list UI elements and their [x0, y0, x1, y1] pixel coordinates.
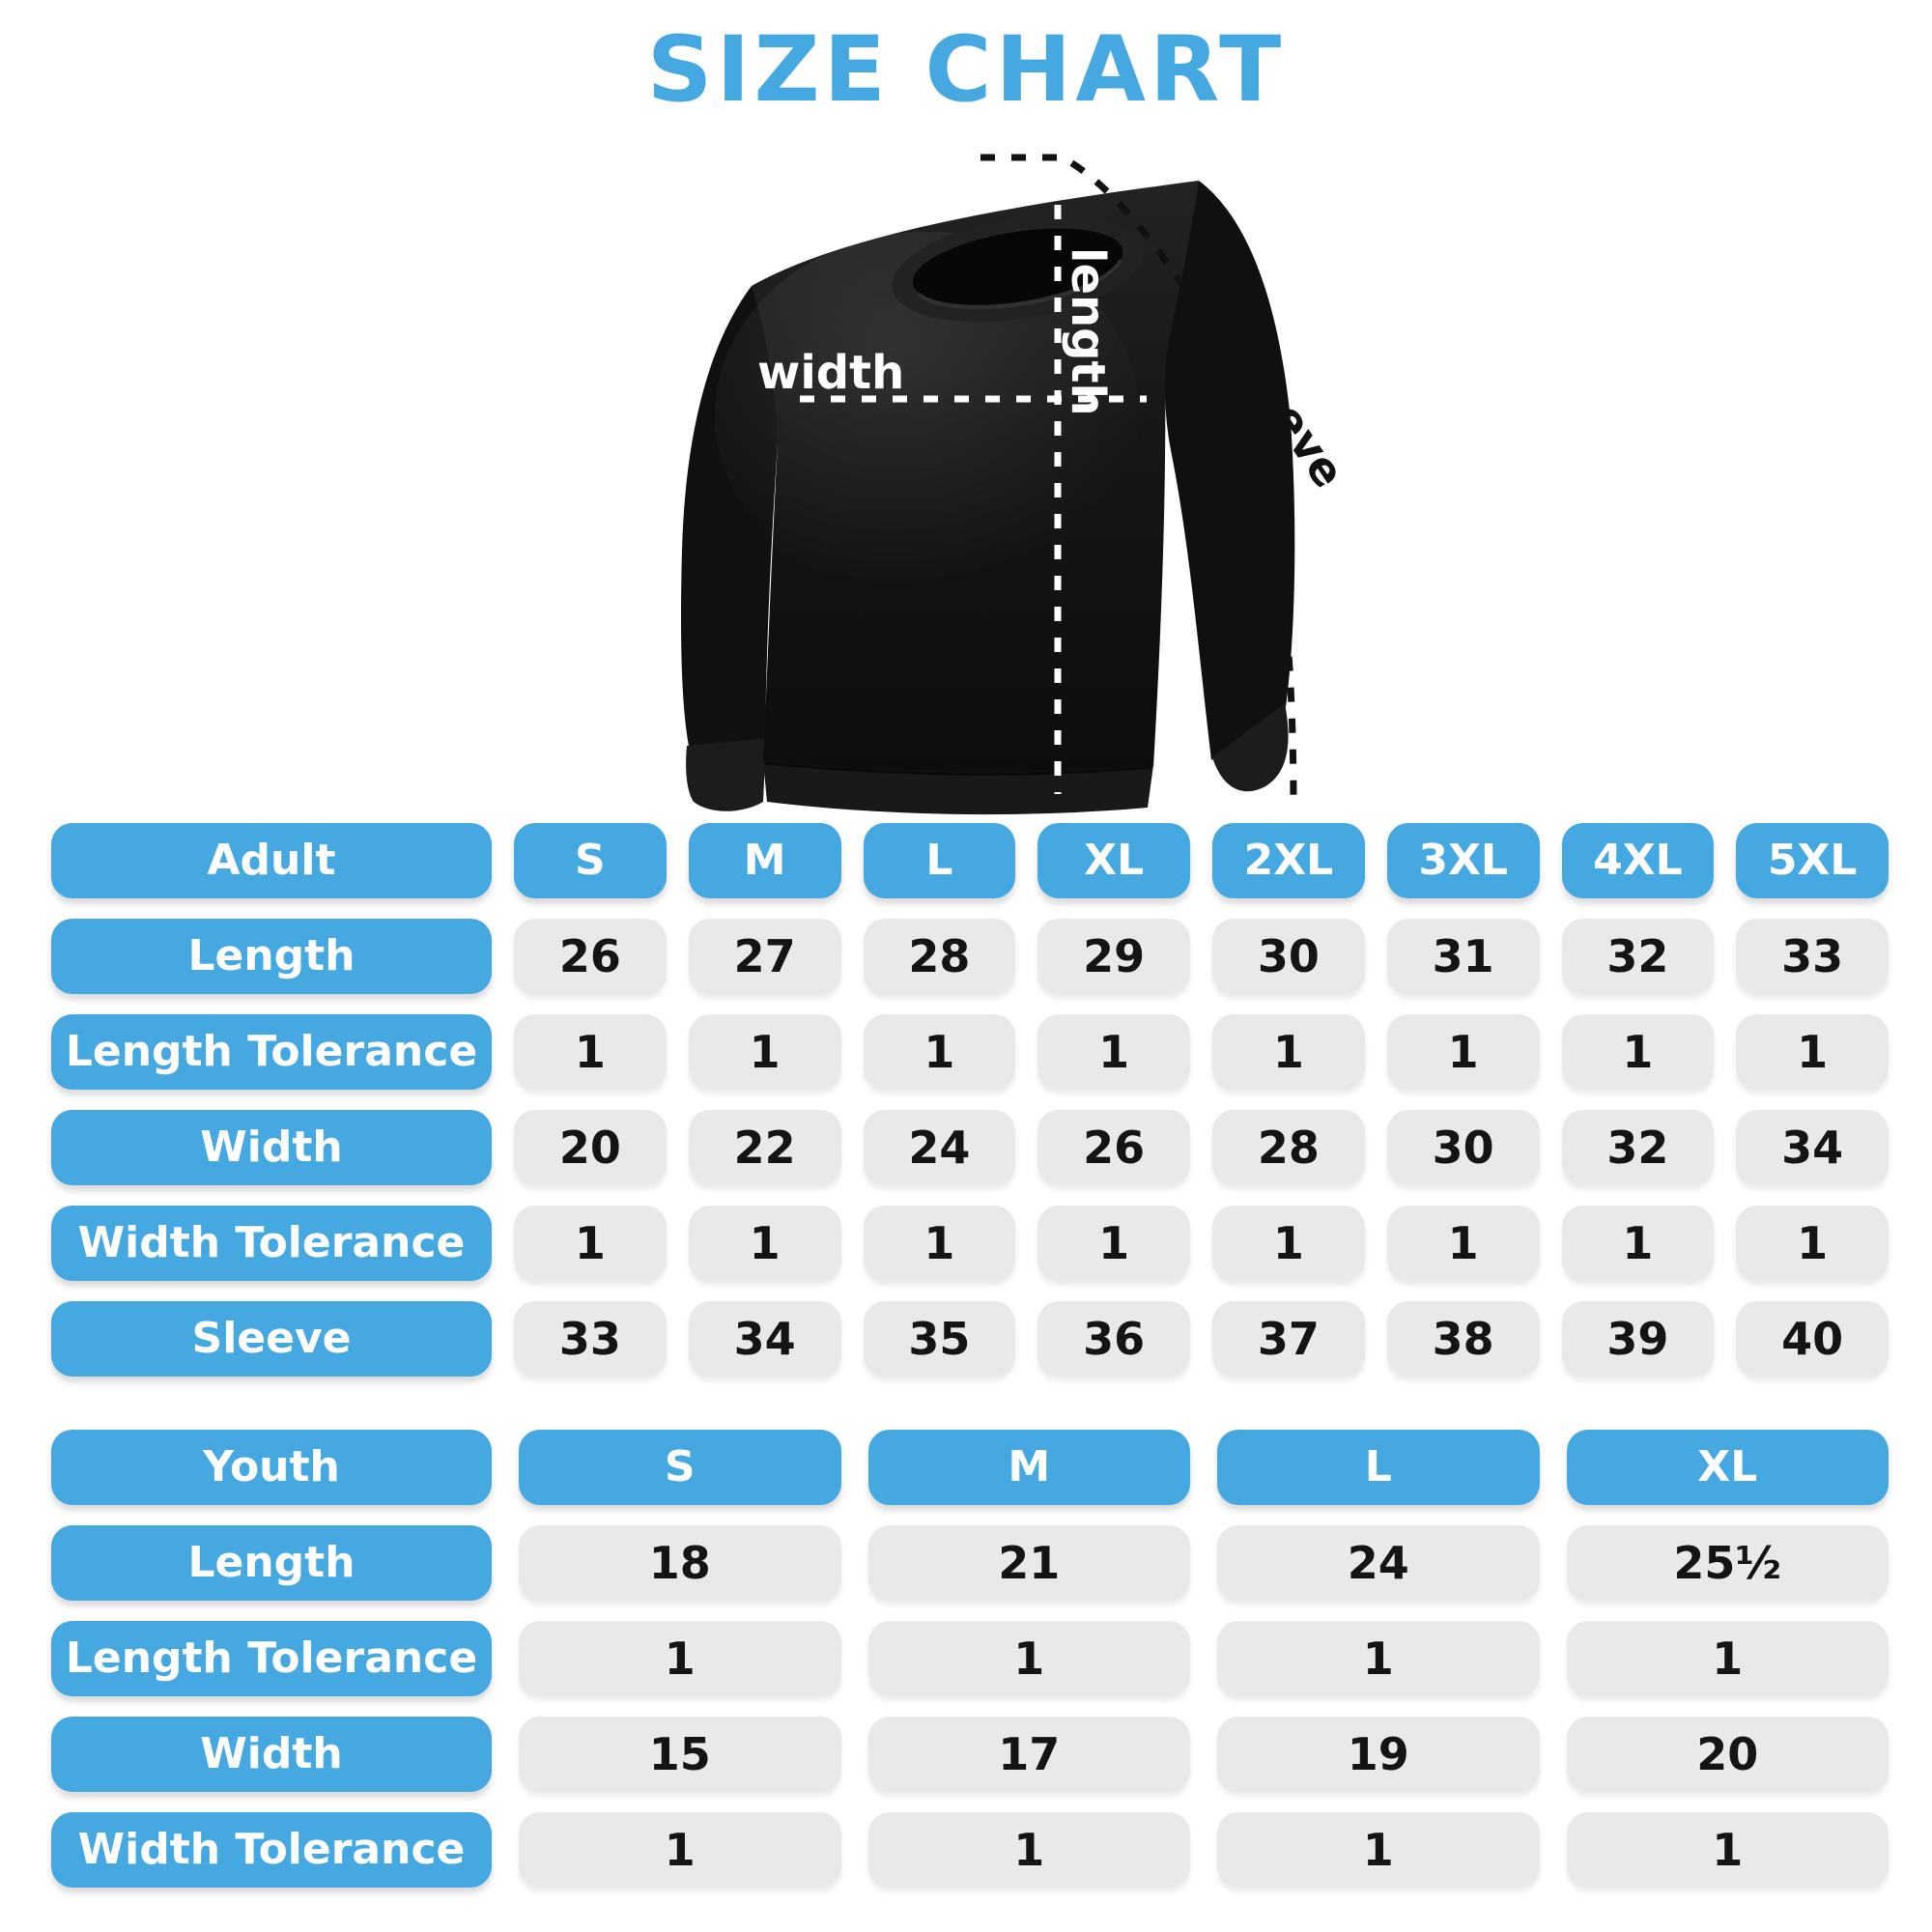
youth-header-size-xl: XL	[1566, 1430, 1889, 1505]
youth-value-cell: 1	[1566, 1812, 1889, 1888]
adult-value-cell: 34	[1736, 1110, 1889, 1185]
youth-value-cell: 20	[1566, 1717, 1889, 1792]
youth-value-cell: 1	[867, 1812, 1190, 1888]
adult-value-cell: 1	[514, 1206, 667, 1281]
adult-value-cell: 1	[1561, 1014, 1715, 1090]
adult-value-cell: 36	[1037, 1301, 1190, 1377]
adult-value-cell: 35	[863, 1301, 1016, 1377]
youth-row-label: Width Tolerance	[51, 1812, 492, 1888]
adult-value-cell: 26	[1037, 1110, 1190, 1185]
adult-header-size-s: S	[514, 823, 667, 898]
sweatshirt-left-cuff	[686, 738, 766, 811]
adult-value-cell: 33	[1736, 919, 1889, 994]
adult-row-label: Length Tolerance	[51, 1014, 492, 1090]
sweatshirt-sheen	[715, 232, 1140, 599]
adult-header-size-xl: XL	[1037, 823, 1190, 898]
adult-value-cell: 32	[1561, 919, 1715, 994]
size-diagram: width length sleeve	[680, 154, 1352, 815]
adult-value-cell: 20	[514, 1110, 667, 1185]
adult-value-cell: 33	[514, 1301, 667, 1377]
youth-value-cell: 15	[519, 1717, 841, 1792]
adult-header-size-3xl: 3XL	[1386, 823, 1540, 898]
adult-value-cell: 1	[1037, 1014, 1190, 1090]
adult-row-label: Width	[51, 1110, 492, 1185]
adult-value-cell: 1	[1212, 1206, 1365, 1281]
youth-value-cell: 1	[1566, 1621, 1889, 1696]
adult-header-label: Adult	[51, 823, 492, 898]
adult-value-cell: 1	[1386, 1206, 1540, 1281]
adult-size-table: Adult S M L XL 2XL 3XL 4XL 5XL Length 26 27 28 29 30 31…	[51, 823, 1889, 1377]
adult-header-size-2xl: 2XL	[1212, 823, 1365, 898]
youth-size-table: Youth S M L XL Length 18 21 24 25½ Length Toleranc…	[51, 1430, 1889, 1888]
adult-value-cell: 37	[1212, 1301, 1365, 1377]
adult-value-cell: 1	[863, 1206, 1016, 1281]
length-label: length	[1061, 247, 1115, 416]
adult-header-size-4xl: 4XL	[1561, 823, 1715, 898]
adult-value-cell: 29	[1037, 919, 1190, 994]
youth-value-cell: 1	[519, 1621, 841, 1696]
adult-header-size-5xl: 5XL	[1736, 823, 1889, 898]
adult-value-cell: 1	[688, 1014, 841, 1090]
adult-value-cell: 30	[1212, 919, 1365, 994]
adult-value-cell: 1	[1736, 1014, 1889, 1090]
sweatshirt-right-cuff	[1212, 703, 1289, 792]
adult-value-cell: 24	[863, 1110, 1016, 1185]
youth-value-cell: 17	[867, 1717, 1190, 1792]
adult-value-cell: 34	[688, 1301, 841, 1377]
adult-value-cell: 28	[1212, 1110, 1365, 1185]
youth-value-cell: 19	[1217, 1717, 1540, 1792]
youth-value-cell: 18	[519, 1525, 841, 1601]
sweatshirt-right-sleeve	[1164, 181, 1295, 760]
adult-header-size-l: L	[863, 823, 1016, 898]
adult-value-cell: 1	[1386, 1014, 1540, 1090]
adult-value-cell: 1	[863, 1014, 1016, 1090]
youth-header-label: Youth	[51, 1430, 492, 1505]
sweatshirt-collar	[892, 214, 1145, 323]
adult-value-cell: 32	[1561, 1110, 1715, 1185]
youth-header-size-m: M	[867, 1430, 1190, 1505]
adult-value-cell: 40	[1736, 1301, 1889, 1377]
youth-value-cell: 1	[867, 1621, 1190, 1696]
youth-value-cell: 25½	[1566, 1525, 1889, 1601]
youth-row-label: Width	[51, 1717, 492, 1792]
youth-header-size-s: S	[519, 1430, 841, 1505]
youth-value-cell: 24	[1217, 1525, 1540, 1601]
page-title: SIZE CHART	[646, 17, 1286, 123]
adult-value-cell: 27	[688, 919, 841, 994]
youth-value-cell: 1	[1217, 1621, 1540, 1696]
adult-value-cell: 28	[863, 919, 1016, 994]
adult-value-cell: 30	[1386, 1110, 1540, 1185]
adult-row-label: Width Tolerance	[51, 1206, 492, 1281]
adult-value-cell: 1	[514, 1014, 667, 1090]
adult-value-cell: 1	[688, 1206, 841, 1281]
youth-row-label: Length Tolerance	[51, 1621, 492, 1696]
adult-value-cell: 1	[1561, 1206, 1715, 1281]
adult-value-cell: 1	[1212, 1014, 1365, 1090]
adult-value-cell: 31	[1386, 919, 1540, 994]
youth-row-label: Length	[51, 1525, 492, 1601]
adult-value-cell: 26	[514, 919, 667, 994]
youth-value-cell: 1	[1217, 1812, 1540, 1888]
youth-header-size-l: L	[1217, 1430, 1540, 1505]
adult-value-cell: 1	[1037, 1206, 1190, 1281]
adult-row-label: Length	[51, 919, 492, 994]
width-label: width	[757, 346, 904, 400]
adult-header-size-m: M	[688, 823, 841, 898]
adult-value-cell: 38	[1386, 1301, 1540, 1377]
hem-seam	[764, 761, 1152, 776]
sleeve-measure-line	[980, 154, 1297, 807]
adult-row-label: Sleeve	[51, 1301, 492, 1377]
adult-value-cell: 39	[1561, 1301, 1715, 1377]
adult-value-cell: 1	[1736, 1206, 1889, 1281]
youth-value-cell: 1	[519, 1812, 841, 1888]
adult-value-cell: 22	[688, 1110, 841, 1185]
youth-value-cell: 21	[867, 1525, 1190, 1601]
